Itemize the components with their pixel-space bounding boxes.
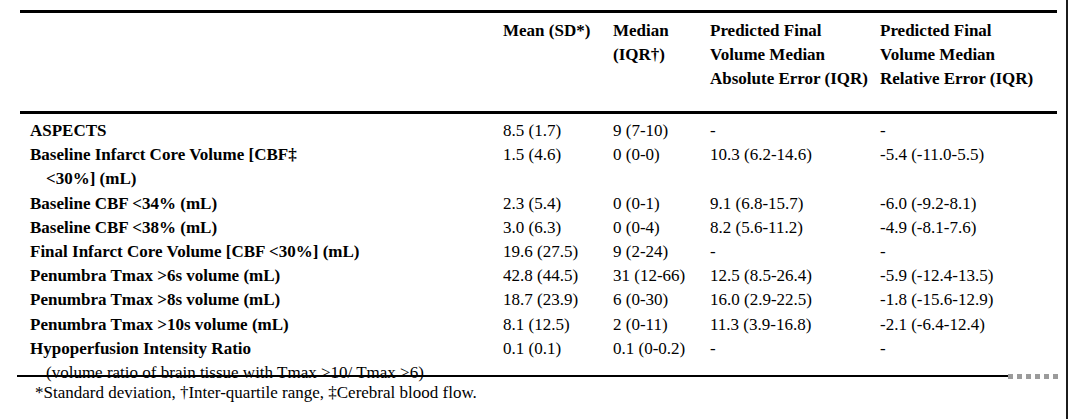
col-header-variable	[20, 12, 503, 113]
table-header: Mean (SD*) Median (IQR†) Predicted Final…	[20, 12, 1057, 113]
row-label: Baseline CBF <34% (mL)	[20, 192, 503, 216]
mean-value: 8.5 (1.7)	[503, 113, 613, 144]
mean-value: 1.5 (4.6)	[503, 143, 613, 191]
mean-value: 2.3 (5.4)	[503, 192, 613, 216]
median-value: 0 (0-0)	[613, 143, 710, 191]
median-value: 6 (0-30)	[613, 288, 710, 312]
median-value: 9 (7-10)	[613, 113, 710, 144]
median-value: 31 (12-66)	[613, 264, 710, 288]
table-row: ASPECTS8.5 (1.7)9 (7-10)--	[20, 113, 1057, 144]
table-row: Final Infarct Core Volume [CBF <30%] (mL…	[20, 240, 1057, 264]
abs-error-value: 10.3 (6.2-14.6)	[710, 143, 880, 191]
row-label: Final Infarct Core Volume [CBF <30%] (mL…	[20, 240, 503, 264]
abs-error-value: 16.0 (2.9-22.5)	[710, 288, 880, 312]
rel-error-value: -6.0 (-9.2-8.1)	[880, 192, 1057, 216]
abs-error-value: 9.1 (6.8-15.7)	[710, 192, 880, 216]
table-row: Penumbra Tmax >10s volume (mL)8.1 (12.5)…	[20, 313, 1057, 337]
row-label: Penumbra Tmax >8s volume (mL)	[20, 288, 503, 312]
median-value: 2 (0-11)	[613, 313, 710, 337]
mean-value: 8.1 (12.5)	[503, 313, 613, 337]
rel-error-value: -5.9 (-12.4-13.5)	[880, 264, 1057, 288]
col-header-mean-sd: Mean (SD*)	[503, 12, 613, 113]
rel-error-value: -	[880, 240, 1057, 264]
abs-error-value: 8.2 (5.6-11.2)	[710, 216, 880, 240]
row-label: Baseline CBF <38% (mL)	[20, 216, 503, 240]
abs-error-value: 11.3 (3.9-16.8)	[710, 313, 880, 337]
median-value: 0 (0-4)	[613, 216, 710, 240]
rel-error-value: -	[880, 337, 1057, 388]
row-label: Baseline Infarct Core Volume [CBF‡<30%] …	[20, 143, 503, 191]
rel-error-value: -4.9 (-8.1-7.6)	[880, 216, 1057, 240]
col-header-rel-error: Predicted Final Volume Median Relative E…	[880, 12, 1057, 113]
mean-value: 0.1 (0.1)	[503, 337, 613, 388]
watermark-artifact	[1008, 374, 1060, 379]
rel-error-value: -1.8 (-15.6-12.9)	[880, 288, 1057, 312]
col-header-median-iqr: Median (IQR†)	[613, 12, 710, 113]
row-label: Penumbra Tmax >10s volume (mL)	[20, 313, 503, 337]
table-row: Hypoperfusion Intensity Ratio(volume rat…	[20, 337, 1057, 388]
abs-error-value: -	[710, 113, 880, 144]
table-footnote: *Standard deviation, †Inter-quartile ran…	[35, 383, 477, 403]
abs-error-value: 12.5 (8.5-26.4)	[710, 264, 880, 288]
table-body: ASPECTS8.5 (1.7)9 (7-10)--Baseline Infar…	[20, 113, 1057, 389]
table-row: Baseline CBF <38% (mL)3.0 (6.3)0 (0-4)8.…	[20, 216, 1057, 240]
row-label: Penumbra Tmax >6s volume (mL)	[20, 264, 503, 288]
page-edge-line	[1066, 0, 1068, 419]
abs-error-value: -	[710, 337, 880, 388]
statistics-table: Mean (SD*) Median (IQR†) Predicted Final…	[20, 10, 1057, 388]
table-row: Penumbra Tmax >6s volume (mL)42.8 (44.5)…	[20, 264, 1057, 288]
median-value: 0 (0-1)	[613, 192, 710, 216]
rel-error-value: -	[880, 113, 1057, 144]
median-value: 0.1 (0-0.2)	[613, 337, 710, 388]
table-row: Baseline CBF <34% (mL)2.3 (5.4)0 (0-1)9.…	[20, 192, 1057, 216]
paper-table-page: Mean (SD*) Median (IQR†) Predicted Final…	[0, 0, 1080, 419]
col-header-abs-error: Predicted Final Volume Median Absolute E…	[710, 12, 880, 113]
median-value: 9 (2-24)	[613, 240, 710, 264]
mean-value: 19.6 (27.5)	[503, 240, 613, 264]
abs-error-value: -	[710, 240, 880, 264]
row-label: ASPECTS	[20, 113, 503, 144]
row-label: Hypoperfusion Intensity Ratio(volume rat…	[20, 337, 503, 388]
mean-value: 18.7 (23.9)	[503, 288, 613, 312]
header-row: Mean (SD*) Median (IQR†) Predicted Final…	[20, 12, 1057, 113]
rel-error-value: -2.1 (-6.4-12.4)	[880, 313, 1057, 337]
table-row: Penumbra Tmax >8s volume (mL)18.7 (23.9)…	[20, 288, 1057, 312]
mean-value: 3.0 (6.3)	[503, 216, 613, 240]
rel-error-value: -5.4 (-11.0-5.5)	[880, 143, 1057, 191]
mean-value: 42.8 (44.5)	[503, 264, 613, 288]
table-bottom-rule	[17, 375, 1057, 377]
table-row: Baseline Infarct Core Volume [CBF‡<30%] …	[20, 143, 1057, 191]
